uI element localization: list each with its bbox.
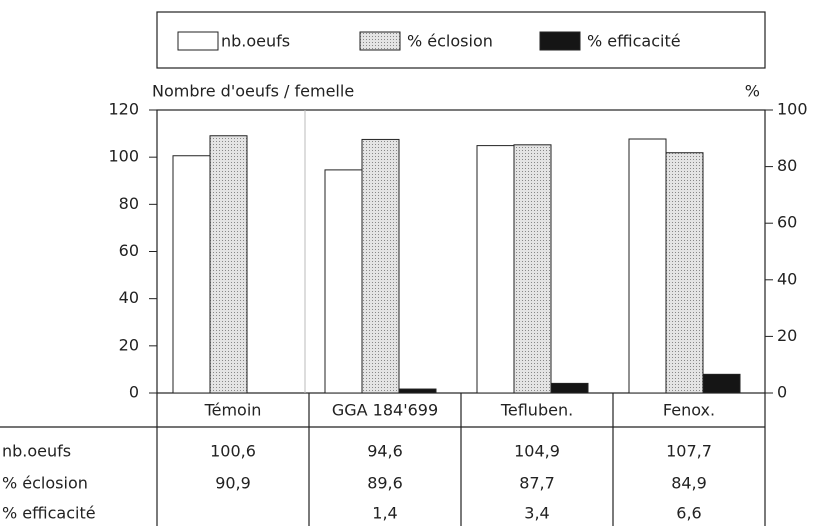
y2-tick-label: 100: [777, 100, 808, 119]
y-axis-label: Nombre d'oeufs / femelle: [152, 82, 354, 101]
y2-axis-label: %: [745, 82, 760, 101]
bar: [476, 145, 515, 394]
legend-label: nb.oeufs: [221, 32, 290, 51]
y2-tick-label: 0: [777, 383, 787, 402]
y2-tick-label: 60: [777, 213, 797, 232]
table-cell: 100,6: [210, 442, 256, 461]
table-cell: 89,6: [367, 474, 403, 493]
table-cell: 104,9: [514, 442, 560, 461]
table-cell: 1,4: [372, 504, 397, 523]
table-cell: 6,6: [676, 504, 701, 523]
bar: [398, 388, 437, 394]
y-tick-label: 0: [129, 383, 139, 402]
y-tick-label: 120: [108, 100, 139, 119]
table-cell: 94,6: [367, 442, 403, 461]
bar: [550, 382, 589, 394]
table-cell: 3,4: [524, 504, 549, 523]
y2-tick-label: 80: [777, 156, 797, 175]
legend-swatch: [177, 31, 219, 51]
y-tick-label: 80: [119, 194, 139, 213]
bar: [665, 152, 704, 394]
bar: [172, 155, 211, 394]
x-tick-label: Tefluben.: [500, 401, 573, 420]
bar: [702, 373, 741, 394]
table-cell: 107,7: [666, 442, 712, 461]
bar: [361, 138, 400, 394]
y-tick-label: 40: [119, 288, 139, 307]
x-tick-label: Fenox.: [663, 401, 715, 420]
legend-box: [156, 11, 766, 69]
table-cell: 90,9: [215, 474, 251, 493]
x-tick-label: GGA 184'699: [332, 401, 438, 420]
table-cell: 87,7: [519, 474, 555, 493]
x-tick-label: Témoin: [204, 401, 262, 420]
y2-tick-label: 40: [777, 269, 797, 288]
bar: [513, 144, 552, 394]
table-cell: 84,9: [671, 474, 707, 493]
legend-swatch: [539, 31, 581, 51]
row-label: % efficacité: [2, 504, 96, 523]
bar: [209, 135, 248, 394]
bar: [324, 169, 363, 394]
bar: [628, 138, 667, 394]
y2-tick-label: 20: [777, 326, 797, 345]
legend-label: % efficacité: [587, 32, 681, 51]
y-tick-label: 60: [119, 241, 139, 260]
y-tick-label: 20: [119, 335, 139, 354]
row-label: % éclosion: [2, 474, 88, 493]
row-label: nb.oeufs: [2, 442, 71, 461]
legend-label: % éclosion: [407, 32, 493, 51]
legend-swatch: [359, 31, 401, 51]
y-tick-label: 100: [108, 147, 139, 166]
